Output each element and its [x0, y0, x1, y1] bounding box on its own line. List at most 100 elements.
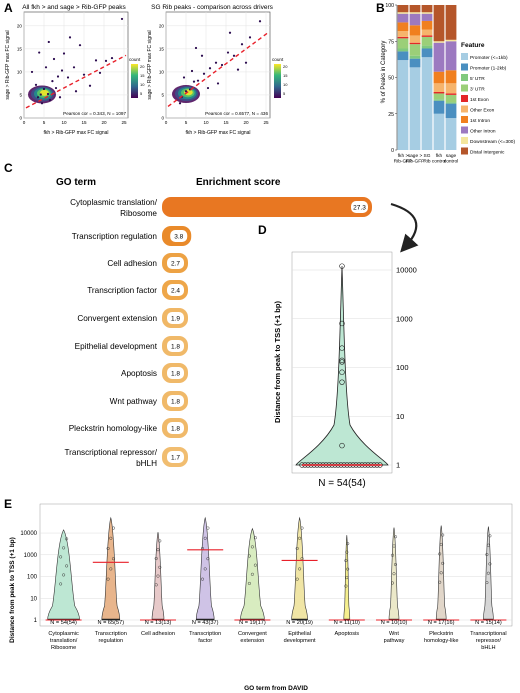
e-data-point	[486, 543, 490, 547]
scatter-point	[78, 44, 82, 47]
c-value-badge	[170, 230, 188, 242]
scatter-a2-colorbar-tick: 15	[283, 73, 288, 78]
b-bar-segment	[421, 57, 433, 151]
scatter-point	[228, 31, 232, 34]
e-ylabel: Distance from peak to TSS (+1 bp)	[9, 537, 16, 643]
enrichment-chart-c: GO term Enrichment score Cytoplasmic tra…	[56, 177, 372, 468]
b-bar-segment	[397, 5, 409, 13]
scatter-x-tick: 15	[223, 120, 229, 125]
b-bar-segment	[433, 100, 445, 114]
scatter-point	[44, 66, 48, 69]
b-bar-segment	[409, 55, 421, 59]
b-bar-segment	[445, 93, 457, 95]
e-data-point	[392, 544, 396, 548]
e-data-point	[156, 548, 160, 552]
b-bar-segment	[445, 102, 457, 104]
scatter-point	[200, 54, 204, 57]
scatter-a2-colorbar-tick: 10	[283, 82, 288, 87]
e-data-point	[154, 583, 158, 587]
b-x-tick: SG Rib	[423, 153, 431, 165]
e-data-point	[247, 581, 251, 585]
scatter-point	[60, 69, 64, 72]
c-value-badge	[167, 284, 184, 296]
scatter-point	[192, 80, 196, 83]
b-legend-label: Promoter (1-2kb)	[470, 65, 507, 71]
scatter-a1-colorbar-title: count	[129, 57, 141, 62]
c-go-term-label: Convergent extension	[77, 314, 157, 323]
b-bar-segment	[409, 5, 421, 13]
b-bar-segment	[397, 51, 409, 61]
c-header-enrichment: Enrichment score	[196, 177, 281, 188]
b-bar-segment	[445, 41, 457, 71]
c-value-badge	[167, 340, 184, 352]
b-bar-segment	[409, 58, 421, 68]
e-data-point	[345, 550, 349, 554]
e-data-point	[206, 526, 210, 530]
scatter-point	[104, 59, 108, 62]
e-x-tick: Epithelial development	[284, 631, 316, 644]
c-enrichment-bar	[162, 197, 372, 217]
scatter-a1-ylabel: sage > Rib-GFP max FC signal	[5, 30, 11, 99]
e-n-label: N = 43(37)	[192, 620, 219, 626]
scatter-point	[51, 80, 54, 83]
e-data-point	[253, 563, 257, 567]
e-x-tick: Cell adhesion	[141, 631, 175, 637]
scatter-x-tick: 10	[203, 120, 209, 125]
scatter-point	[88, 84, 92, 87]
e-data-point	[106, 546, 110, 551]
e-data-point	[300, 526, 304, 530]
b-ylabel: % of Peaks in Category	[381, 41, 387, 104]
scatter-a2-colorbar: count 20 15 10 5	[272, 57, 288, 98]
panel-label-d: D	[258, 223, 267, 237]
scatter-point	[202, 72, 206, 75]
scatter-point	[190, 69, 194, 73]
e-y-tick: 10	[30, 596, 37, 602]
e-data-point	[346, 542, 350, 546]
c-value-label: 27.3	[353, 205, 366, 212]
b-bar-segment	[397, 13, 409, 23]
b-bar-segment	[445, 5, 457, 40]
c-go-term-label: Pleckstrin homology-like	[69, 424, 158, 433]
e-data-point	[298, 536, 302, 540]
b-legend: Feature Promoter (<=1kb) Promoter (1-2kb)…	[461, 42, 515, 155]
c-go-term-label: Wnt pathway	[110, 397, 158, 406]
b-bar-segment	[433, 83, 445, 92]
scatter-x-tick: 0	[23, 120, 26, 125]
e-data-point	[111, 557, 116, 561]
e-y-tick: 100	[27, 575, 38, 581]
b-legend-label: Promoter (<=1kb)	[470, 55, 508, 61]
e-data-point	[203, 567, 207, 571]
scatter-a1-colorbar: count 20 15 10 5	[129, 57, 145, 98]
b-legend-label: Other Intron	[470, 128, 496, 134]
scatter-point	[30, 70, 34, 74]
scatter-point	[56, 75, 60, 78]
panel-label-a: A	[4, 1, 13, 15]
d-data-point	[339, 357, 345, 364]
c-go-term-label: Transcription factor	[87, 286, 157, 295]
b-y-tick: 100	[385, 3, 394, 9]
scatter-a1-annotation: Pearson cor = 0.343, N = 1097	[63, 111, 126, 116]
c-value-label: 1.8	[171, 399, 180, 406]
b-legend-label: Downstream (<=300)	[470, 139, 515, 145]
b-bar-segment	[421, 13, 433, 21]
scatter-a2-colorbar-title: count	[272, 57, 284, 62]
e-data-point	[485, 553, 489, 557]
b-bar-segment	[421, 36, 433, 46]
e-data-point	[390, 553, 395, 557]
scatter-point	[34, 83, 38, 86]
scatter-point	[248, 36, 252, 39]
e-data-point	[486, 571, 490, 575]
scatter-point	[258, 20, 262, 23]
b-bar-segment	[445, 103, 457, 119]
b-legend-label: Distal Intergenic	[470, 149, 505, 155]
scatter-point	[188, 88, 192, 91]
scatter-point	[62, 52, 66, 55]
c-value-badge	[167, 422, 184, 434]
scatter-x-tick: 25	[263, 120, 269, 125]
scatter-point	[178, 102, 182, 105]
scatter-point	[66, 76, 70, 79]
b-bar-segment	[433, 41, 445, 43]
scatter-point	[214, 61, 218, 64]
b-bar-segment	[397, 48, 409, 52]
e-data-point	[59, 555, 63, 559]
